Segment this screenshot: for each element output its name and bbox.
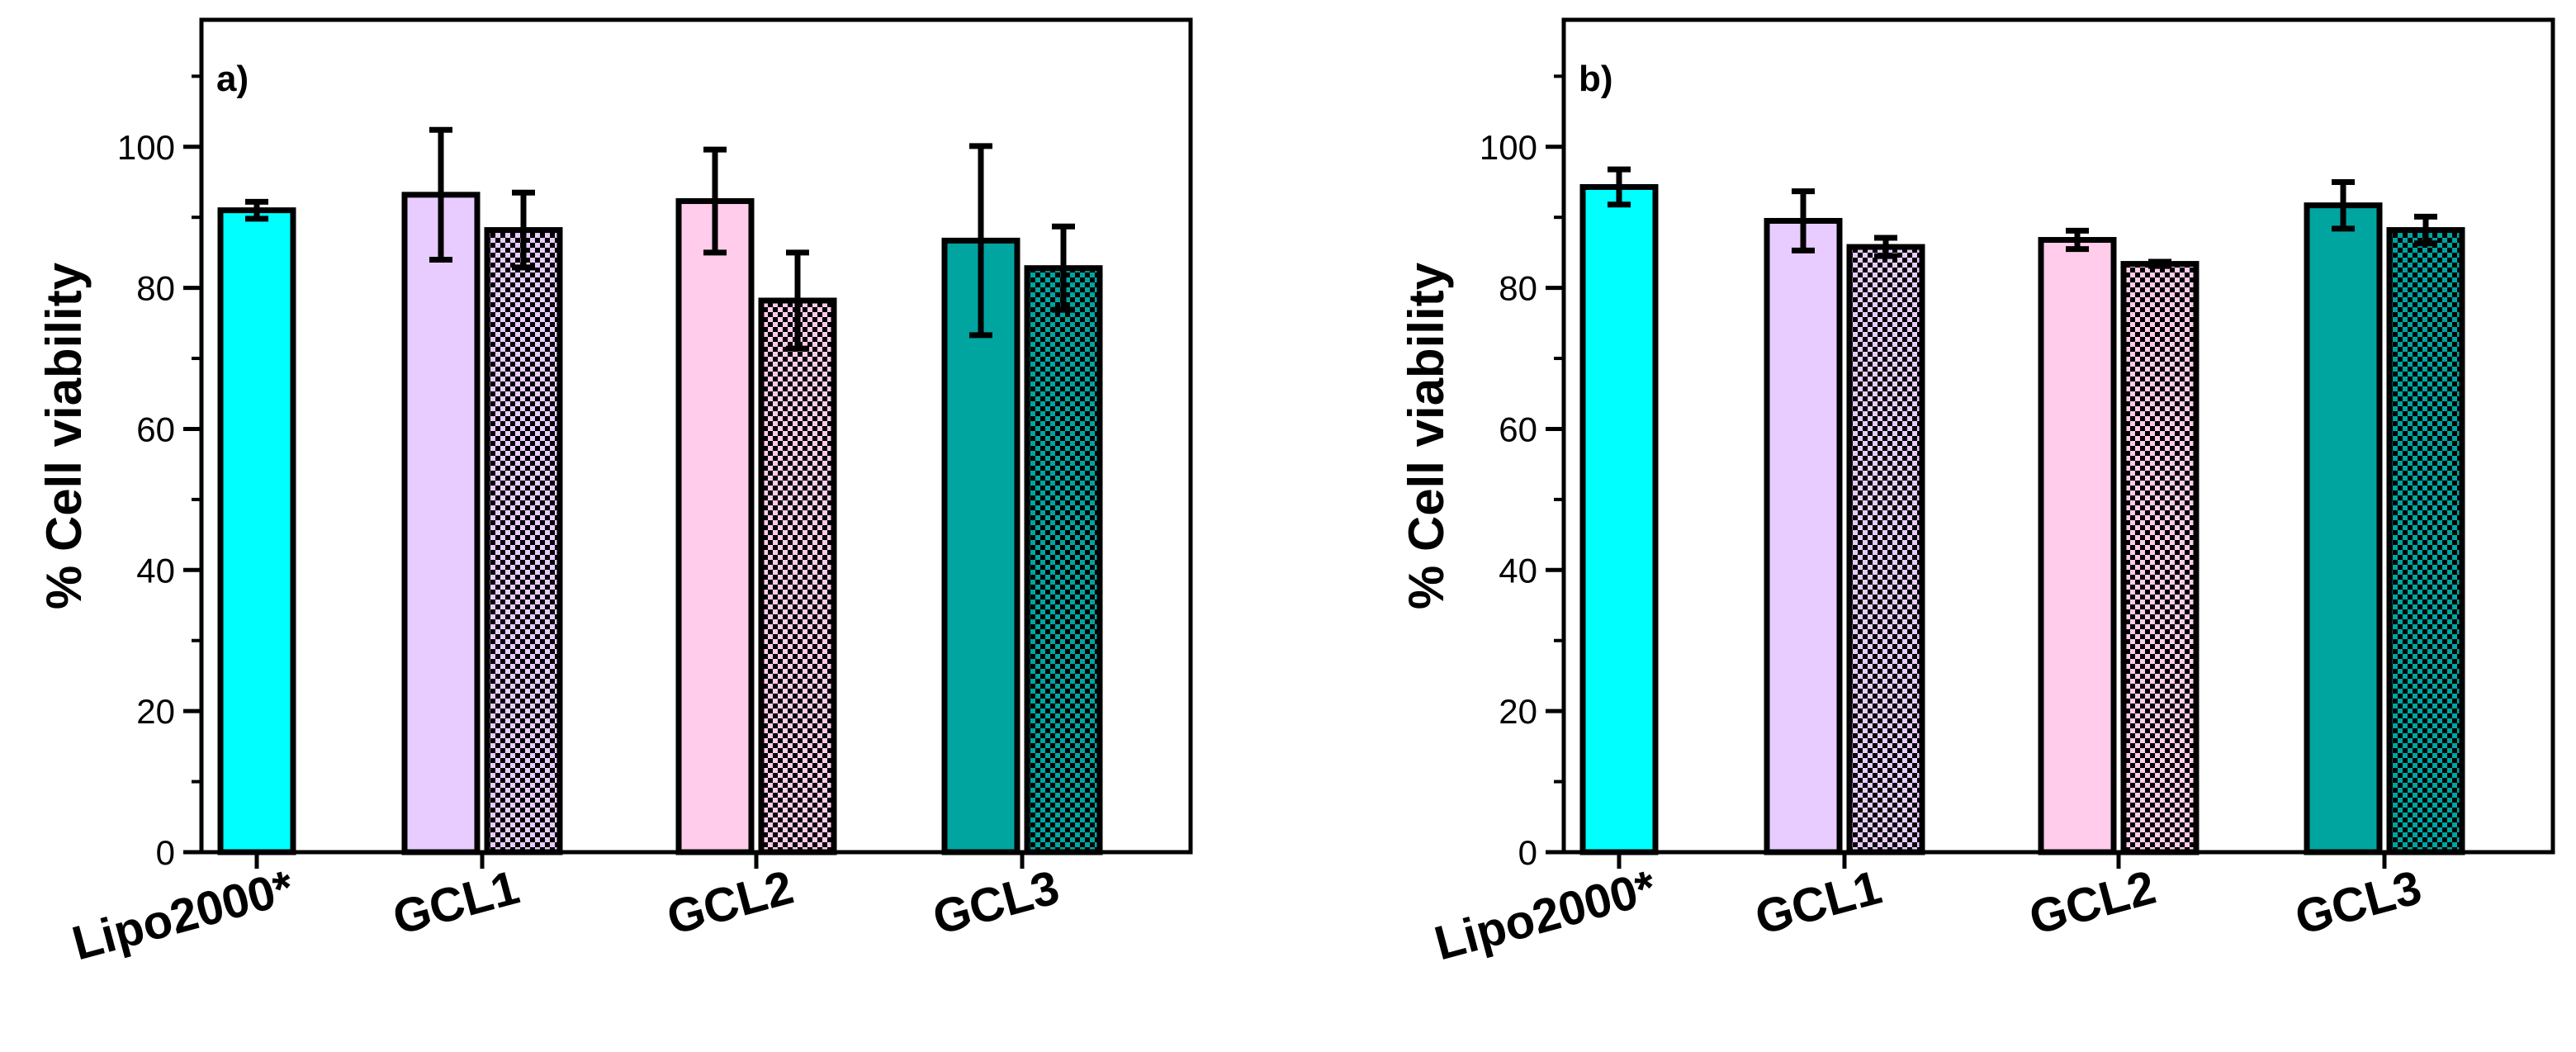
error-bar bbox=[1874, 235, 1897, 259]
bar-gcl3-solid bbox=[2304, 202, 2383, 855]
bar-gcl2-solid bbox=[675, 198, 755, 855]
y-axis-a: 0 20 40 60 80 100 bbox=[117, 74, 201, 872]
panel-label-b: b) bbox=[1579, 59, 1613, 99]
error-bar bbox=[1792, 188, 1815, 254]
bar-gcl2-patterned bbox=[2120, 261, 2200, 855]
bars-a bbox=[217, 126, 1103, 855]
y-tick-label: 60 bbox=[1499, 410, 1537, 448]
bar-gcl3-patterned bbox=[2386, 227, 2465, 855]
bar-gcl1-solid bbox=[401, 192, 481, 855]
y-tick-label: 0 bbox=[1518, 833, 1537, 872]
error-bar bbox=[512, 189, 535, 271]
error-bar bbox=[2332, 178, 2355, 232]
bar-gcl1-patterned bbox=[1846, 244, 1925, 855]
error-bar bbox=[2148, 258, 2171, 269]
y-tick-label: 20 bbox=[1499, 692, 1537, 731]
y-tick-label: 80 bbox=[136, 269, 175, 308]
y-tick-label: 40 bbox=[136, 551, 175, 590]
x-axis-labels-b: Lipo2000* GCL1 GCL2 GCL3 bbox=[1429, 852, 2427, 970]
x-category-label: GCL3 bbox=[2290, 860, 2427, 945]
x-category-label: GCL2 bbox=[661, 860, 798, 945]
error-bar bbox=[1608, 166, 1631, 208]
x-category-label: GCL3 bbox=[927, 860, 1064, 945]
error-bar bbox=[703, 146, 727, 256]
y-tick-label: 0 bbox=[156, 833, 175, 872]
error-bar bbox=[969, 143, 992, 339]
y-tick-label: 80 bbox=[1499, 269, 1537, 308]
bar-gcl3-patterned bbox=[1024, 265, 1103, 855]
error-bar bbox=[2066, 227, 2089, 253]
y-tick-label: 100 bbox=[1480, 128, 1537, 167]
y-axis-title-a: % Cell viability bbox=[36, 262, 92, 609]
error-bar bbox=[786, 249, 809, 352]
y-tick-label: 20 bbox=[136, 692, 175, 731]
bar-lipo2000-solid bbox=[1579, 183, 1659, 855]
y-axis-b: 0 20 40 60 80 100 bbox=[1480, 74, 1564, 872]
bar-gcl1-solid bbox=[1764, 217, 1843, 855]
error-bar bbox=[1052, 223, 1075, 313]
bar-gcl2-solid bbox=[2038, 237, 2117, 855]
error-bar bbox=[429, 126, 452, 263]
error-bar bbox=[2414, 213, 2437, 247]
y-tick-label: 60 bbox=[136, 410, 175, 448]
bar-gcl2-patterned bbox=[758, 297, 837, 855]
x-category-label: GCL1 bbox=[1750, 860, 1887, 945]
panel-a: 0 20 40 60 80 100 Lipo2000* GCL1 GCL2 GCL3 a) % … bbox=[36, 17, 1193, 970]
x-category-label: GCL2 bbox=[2024, 860, 2161, 945]
y-tick-label: 100 bbox=[117, 128, 175, 167]
panel-label-a: a) bbox=[216, 59, 249, 99]
bar-lipo2000-solid bbox=[217, 207, 296, 855]
x-category-label: GCL1 bbox=[387, 860, 524, 945]
error-bar bbox=[245, 198, 268, 222]
bar-gcl3-solid bbox=[941, 237, 1020, 855]
x-axis-labels-a: Lipo2000* GCL1 GCL2 GCL3 bbox=[67, 852, 1064, 970]
y-axis-title-b: % Cell viability bbox=[1399, 262, 1454, 609]
bar-gcl1-patterned bbox=[484, 227, 563, 855]
x-category-label: Lipo2000* bbox=[67, 860, 300, 971]
y-tick-label: 40 bbox=[1499, 551, 1537, 590]
x-category-label: Lipo2000* bbox=[1429, 860, 1662, 971]
panel-b: 0 20 40 60 80 100 Lipo2000* GCL1 GCL2 GCL3 b) % … bbox=[1399, 17, 2555, 970]
bars-b bbox=[1579, 166, 2465, 855]
